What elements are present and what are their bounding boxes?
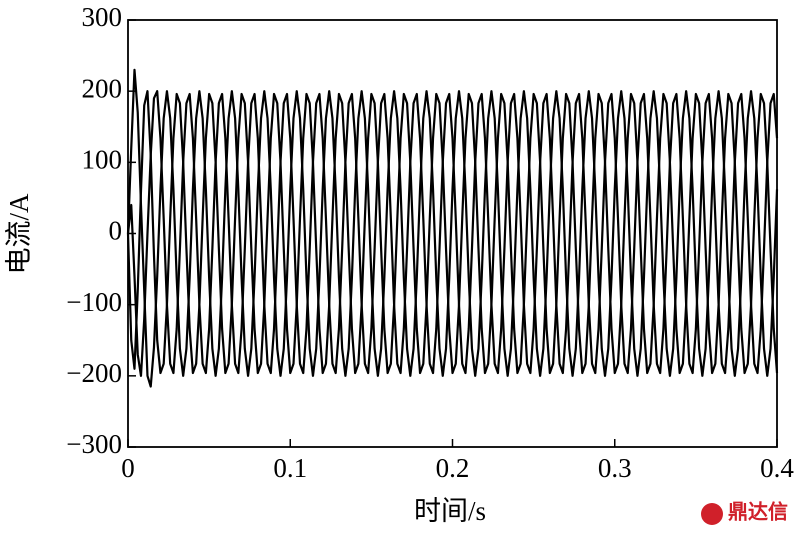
y-tick-label: 200 <box>82 73 123 103</box>
x-tick-label: 0.2 <box>436 453 470 483</box>
x-tick-label: 0.4 <box>760 453 794 483</box>
y-axis-label: 电流/A <box>4 193 34 275</box>
current-line <box>126 90 779 375</box>
x-tick-label: 0.3 <box>598 453 632 483</box>
current-line <box>126 68 779 388</box>
y-tick-label: −300 <box>66 429 122 459</box>
x-tick-label: 0 <box>121 453 135 483</box>
x-axis-label: 时间/s <box>414 496 486 526</box>
y-tick-label: 300 <box>82 2 123 32</box>
current-line <box>126 90 779 377</box>
y-tick-label: 100 <box>82 145 123 175</box>
watermark: 鼎达信 <box>728 500 788 524</box>
y-tick-label: −200 <box>66 358 122 388</box>
y-tick-label: 0 <box>109 216 123 246</box>
watermark-icon <box>701 503 723 525</box>
plot-frame <box>127 19 778 448</box>
y-tick-label: −100 <box>66 287 122 317</box>
x-tick-label: 0.1 <box>273 453 307 483</box>
